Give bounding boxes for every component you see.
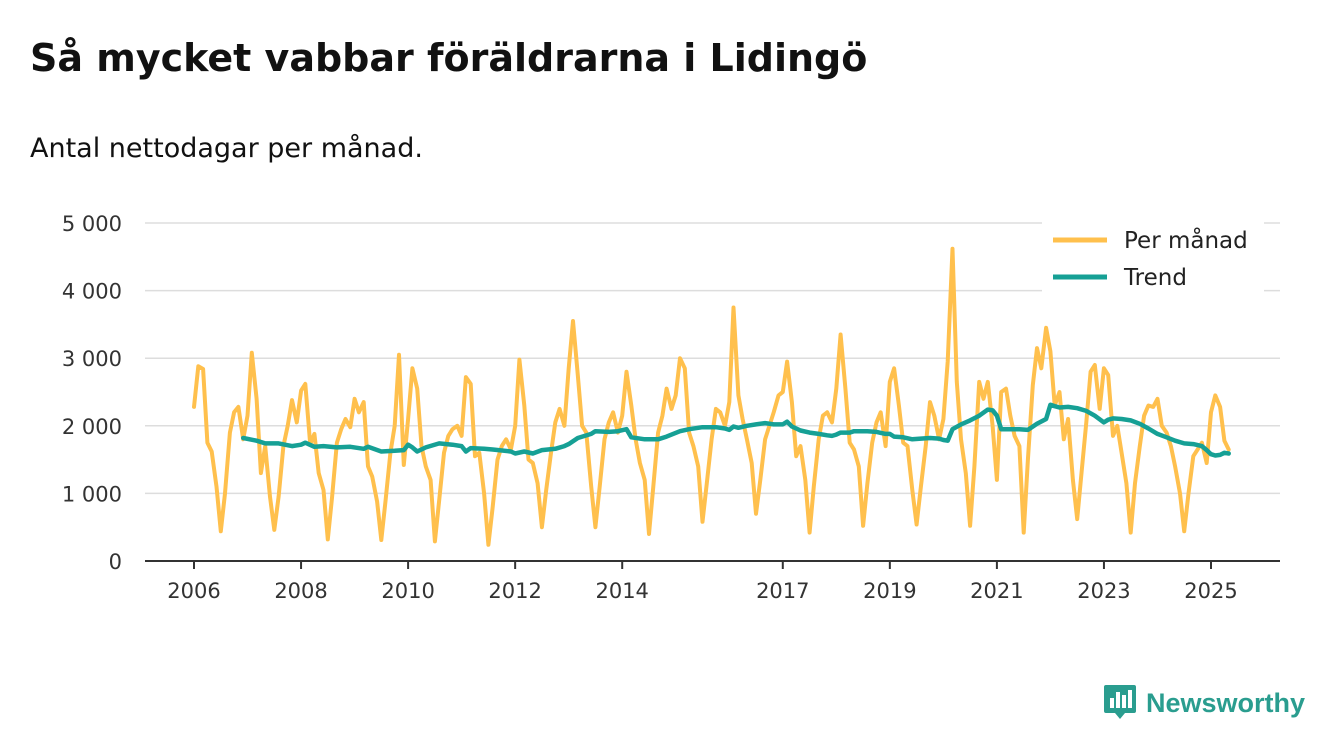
y-tick-label: 5 000 — [62, 212, 122, 236]
legend[interactable]: Per månad Trend — [1042, 214, 1264, 292]
newsworthy-logo-icon — [1104, 685, 1136, 719]
x-tick-label: 2012 — [488, 579, 541, 603]
x-tick-label: 2023 — [1077, 579, 1130, 603]
y-tick-label: 3 000 — [62, 347, 122, 371]
series-line-trend — [240, 402, 1231, 458]
x-tick-label: 2010 — [381, 579, 434, 603]
y-tick-label: 4 000 — [62, 280, 122, 304]
y-tick-label: 2 000 — [62, 415, 122, 439]
y-axis-ticks: 0 1 000 2 000 3 000 4 000 5 000 — [62, 212, 122, 574]
y-tick-label: 0 — [109, 550, 122, 574]
brand-logo[interactable]: Newsworthy — [1103, 683, 1305, 723]
brand-name: Newsworthy — [1146, 687, 1306, 718]
legend-label-trend: Trend — [1123, 265, 1187, 291]
legend-label-per-manad: Per månad — [1124, 226, 1248, 254]
x-tick-label: 2017 — [756, 579, 809, 603]
series-line-per-manad — [192, 246, 1231, 547]
x-axis-ticks: 2006 2008 2010 2012 2014 2017 2019 2021 2023 2025 — [167, 561, 1238, 603]
x-tick-label: 2019 — [863, 579, 916, 603]
y-tick-label: 1 000 — [62, 482, 122, 506]
series — [192, 246, 1231, 547]
x-tick-label: 2008 — [274, 579, 327, 603]
x-tick-label: 2014 — [595, 579, 648, 603]
x-tick-label: 2021 — [970, 579, 1023, 603]
x-tick-label: 2006 — [167, 579, 220, 603]
x-tick-label: 2025 — [1184, 579, 1237, 603]
chart-title: Så mycket vabbar föräldrarna i Lidingö — [30, 36, 868, 80]
chart-subtitle: Antal nettodagar per månad. — [30, 133, 423, 164]
